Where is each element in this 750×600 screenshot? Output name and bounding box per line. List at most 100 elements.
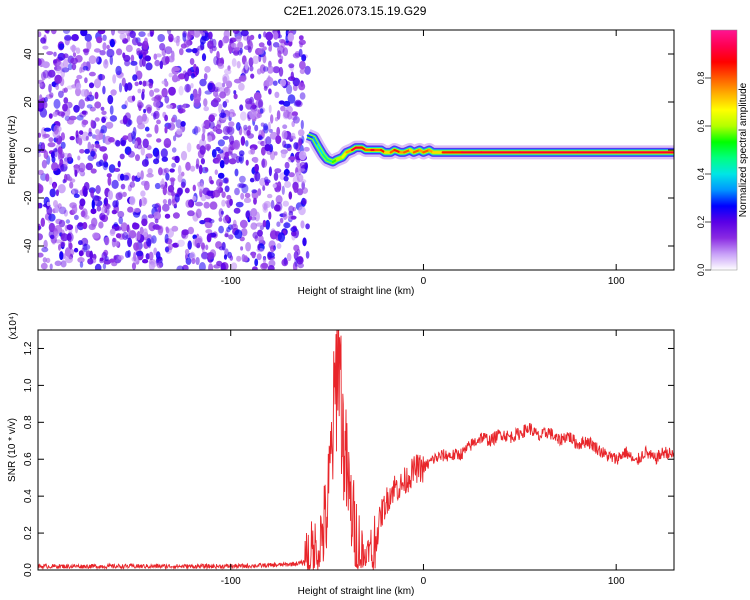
noise-speckle (186, 142, 192, 153)
noise-speckle (144, 55, 151, 62)
noise-speckle (42, 101, 48, 109)
noise-speckle (38, 252, 44, 258)
noise-speckle (206, 190, 215, 197)
noise-speckle (84, 148, 90, 154)
noise-speckle (148, 82, 153, 89)
noise-speckle (75, 82, 82, 90)
noise-speckle (250, 147, 256, 155)
noise-speckle (221, 199, 226, 207)
noise-speckle (238, 150, 245, 157)
noise-speckle (93, 48, 101, 53)
noise-speckle (70, 57, 78, 65)
noise-speckle (112, 200, 118, 208)
snr-panel: -100 0 100 0.0 0.2 0.4 0.6 0.8 1.0 1.2 Height of… (7, 312, 675, 597)
noise-speckle (57, 184, 66, 194)
noise-speckle (87, 258, 94, 265)
noise-speckle (43, 150, 49, 159)
noise-speckle (239, 175, 246, 183)
noise-speckle (201, 123, 205, 129)
top-y-axis-label: Frequency (Hz) (7, 116, 18, 185)
noise-speckle (169, 177, 176, 182)
noise-speckle (138, 80, 143, 85)
noise-speckle (218, 225, 225, 234)
noise-speckle (175, 38, 180, 47)
noise-speckle (288, 205, 294, 214)
noise-speckle (240, 30, 249, 37)
noise-speckle (132, 222, 140, 230)
noise-speckle (82, 110, 89, 116)
noise-speckle (232, 139, 241, 150)
noise-speckle (267, 65, 274, 74)
noise-speckle (244, 192, 251, 199)
noise-speckle (102, 263, 107, 270)
noise-speckle (129, 196, 136, 206)
noise-speckle (207, 252, 215, 260)
noise-speckle (48, 83, 52, 93)
noise-speckle (224, 151, 229, 158)
noise-speckle (62, 30, 71, 34)
noise-speckle (243, 255, 248, 262)
noise-speckle (71, 34, 79, 42)
noise-speckle (164, 233, 169, 244)
noise-speckle (301, 187, 308, 194)
noise-speckle (227, 65, 231, 71)
noise-speckle (204, 167, 209, 172)
noise-speckle (171, 74, 179, 83)
noise-speckle (181, 229, 190, 236)
noise-speckle (171, 117, 176, 123)
noise-speckle (288, 172, 295, 178)
noise-speckle (63, 209, 68, 217)
noise-speckle (42, 45, 49, 50)
noise-speckle (111, 209, 117, 215)
noise-speckle (267, 265, 275, 270)
noise-speckle (298, 150, 307, 161)
noise-speckle (256, 253, 262, 261)
noise-speckle (223, 86, 231, 96)
noise-speckle (125, 250, 130, 258)
noise-speckle (228, 121, 235, 127)
noise-speckle (202, 125, 206, 135)
noise-speckle (146, 173, 154, 178)
noise-speckle (154, 94, 163, 100)
noise-speckle (298, 82, 306, 91)
noise-speckle (282, 140, 287, 148)
noise-speckle (305, 251, 310, 259)
noise-speckle (95, 144, 101, 149)
noise-speckle (217, 63, 225, 69)
noise-speckle (78, 130, 84, 136)
noise-speckle (258, 98, 264, 109)
noise-speckle (229, 113, 233, 118)
noise-speckle (268, 88, 272, 95)
noise-speckle (291, 115, 298, 121)
noise-speckle (278, 58, 283, 64)
noise-speckle (39, 81, 43, 88)
noise-speckle (257, 229, 263, 237)
noise-speckle (66, 118, 75, 125)
noise-speckle (57, 203, 62, 209)
noise-speckle (213, 56, 219, 66)
noise-speckle (153, 247, 158, 256)
noise-speckle (265, 136, 272, 146)
noise-speckle (235, 122, 241, 131)
noise-speckle (284, 161, 290, 169)
noise-speckle (118, 82, 123, 93)
noise-speckle (73, 247, 79, 253)
noise-speckle (109, 258, 115, 263)
noise-speckle (95, 134, 101, 141)
noise-speckle (149, 89, 155, 97)
noise-speckle (238, 183, 247, 188)
noise-speckle (87, 141, 92, 151)
noise-speckle (259, 177, 267, 187)
noise-speckle (94, 263, 102, 270)
noise-speckle (233, 93, 238, 100)
noise-speckle (254, 258, 259, 267)
noise-speckle (276, 110, 281, 120)
noise-speckle (206, 233, 212, 243)
noise-speckle (275, 195, 283, 204)
noise-speckle (208, 219, 215, 224)
noise-speckle (52, 183, 56, 190)
noise-speckle (190, 93, 194, 101)
noise-speckle (198, 138, 207, 148)
noise-speckle (115, 140, 121, 147)
